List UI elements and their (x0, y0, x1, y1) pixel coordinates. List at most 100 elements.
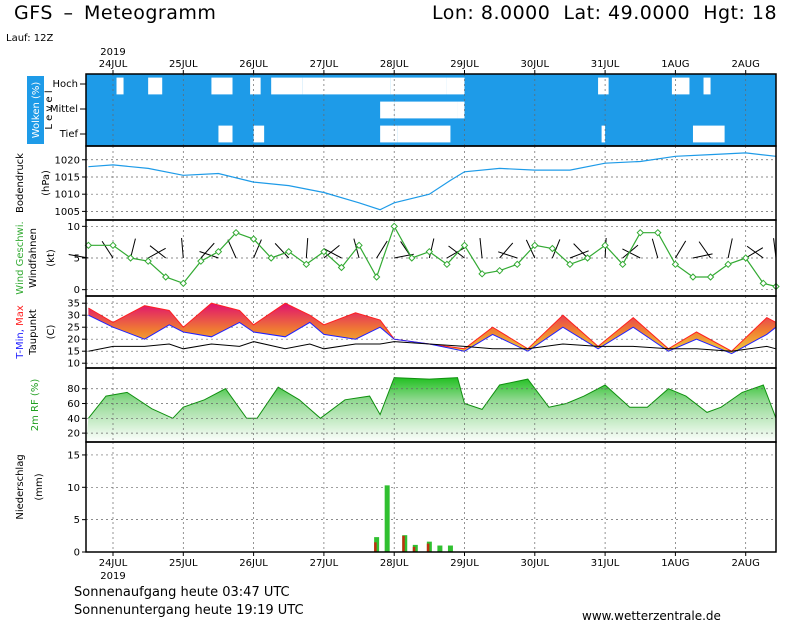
temp-ytick-label-0: 10 (67, 359, 80, 370)
wind-barb-27 (569, 250, 589, 259)
rh-ylabel: 2m RF (%) (30, 379, 41, 432)
top-year-label: 2019 (100, 47, 125, 58)
cloud-gap-13 (457, 101, 465, 119)
wind-point-33 (671, 260, 680, 269)
tmin-line (88, 314, 777, 355)
wind-point-26 (548, 244, 557, 253)
source-credit: www.wetterzentrale.de (582, 609, 721, 623)
bottom-day-label-4: 28JUL (380, 558, 409, 569)
bottom-day-label-8: 1AUG (661, 558, 689, 569)
rh-ylabel-part-0: 2m RF (%) (30, 379, 41, 432)
top-day-label-9: 2AUG (732, 59, 760, 70)
wind-barb-26 (551, 239, 561, 259)
temp-ytick-label-1: 15 (67, 347, 80, 358)
cloud-ylabel-part-0: Wolken (%) (31, 82, 42, 139)
temp-ylabel: T-Min, Max (15, 305, 26, 360)
wind-barb-37 (745, 247, 764, 259)
temp-ylabel-part-0: T-Min, (15, 329, 26, 360)
precip-bar-red-0 (374, 542, 377, 552)
precip-ytick-label-1: 5 (74, 515, 80, 526)
wind-point-25 (531, 241, 539, 250)
pressure-ytick-label-2: 1015 (55, 172, 80, 183)
wind-point-35 (706, 273, 715, 281)
rh-ytick-label-1: 40 (67, 414, 80, 425)
wind-barb-23 (499, 242, 514, 259)
wind-point-23 (495, 266, 504, 275)
cloud-gap-9 (671, 77, 690, 95)
wind-barb-20 (446, 247, 465, 259)
wind-barb-36 (727, 238, 733, 259)
wind-barb-19 (428, 238, 435, 259)
cloud-gap-1 (148, 77, 163, 95)
precip-bar-red-4 (426, 543, 430, 552)
wind-point-4 (162, 273, 170, 281)
cloud-gap-17 (397, 125, 451, 143)
dewpoint-line (88, 341, 777, 352)
cloud-gap-19 (692, 125, 725, 143)
wind-point-6 (197, 257, 205, 265)
pressure-ytick-label-0: 1005 (55, 207, 80, 218)
top-day-label-2: 26JUL (239, 59, 268, 70)
wind-point-38 (759, 279, 767, 288)
precip-bar-1 (384, 485, 390, 552)
top-day-label-6: 30JUL (521, 59, 550, 70)
wind-point-3 (144, 257, 152, 265)
wind-ylabel2-part-0: Windfahnen (28, 228, 39, 288)
temp-ylabel-part-2: Max (15, 305, 26, 326)
wind-unit: (kt) (46, 249, 57, 267)
cloud-gap-15 (253, 125, 265, 143)
cloud-level-label-1: Mittel (50, 104, 78, 115)
cloud-gap-18 (601, 125, 606, 143)
product-name: Meteogramm (83, 2, 217, 24)
temp-ylabel2: Taupunkt (28, 309, 39, 356)
pressure-ytick-label-3: 1020 (55, 155, 80, 166)
cloud-label-bg (27, 76, 44, 144)
rh-area (86, 377, 776, 442)
bottom-day-label-3: 27JUL (310, 558, 339, 569)
temp-ytick-label-3: 25 (67, 323, 80, 334)
wind-unit-part-0: (kt) (46, 249, 57, 267)
wind-barb-16 (376, 240, 388, 259)
rh-line (88, 377, 777, 419)
cloud-level-label-2: Tief (59, 129, 79, 140)
cloud-gap-6 (390, 77, 447, 95)
wind-point-30 (618, 260, 627, 269)
wind-barb-11 (274, 243, 290, 259)
temp-unit: (C) (46, 325, 57, 340)
wind-ytick-label-1: 5 (74, 254, 80, 265)
pressure-unit: (hPa) (41, 170, 52, 196)
temp-ylabel2-part-0: Taupunkt (28, 309, 39, 356)
wind-barb-31 (622, 248, 641, 259)
cloud-gap-0 (116, 77, 124, 95)
wind-barb-28 (573, 243, 588, 259)
wind-point-21 (460, 241, 469, 250)
wind-barb-2 (130, 238, 136, 259)
cloud-gap-14 (218, 125, 233, 143)
wind-point-20 (443, 260, 451, 269)
wind-point-13 (320, 247, 328, 256)
bottom-year-label: 2019 (100, 571, 125, 582)
cloud-gap-16 (380, 125, 398, 143)
bottom-day-label-6: 30JUL (521, 558, 550, 569)
wind-barb-7 (199, 251, 219, 259)
wind-point-34 (689, 273, 697, 281)
wind-ytick-label-2: 10 (67, 222, 80, 233)
cloud-gap-5 (302, 77, 391, 95)
precip-frame (85, 441, 777, 553)
bottom-day-label-7: 31JUL (591, 558, 620, 569)
top-day-label-5: 29JUL (450, 59, 479, 70)
rh-ytick-label-2: 60 (67, 399, 80, 410)
wind-point-32 (654, 228, 662, 237)
wind-ylabel-part-0: Wind Geschwi. (15, 221, 26, 294)
cloud-level-label-0: Hoch (53, 79, 78, 90)
wind-point-31 (636, 228, 644, 237)
bottom-day-label-1: 25JUL (169, 558, 198, 569)
precip-ylabel: Niederschlag (15, 454, 26, 519)
cloud-gap-4 (271, 77, 303, 95)
wind-barb-34 (692, 253, 713, 259)
wind-point-8 (232, 228, 240, 237)
wind-point-14 (337, 263, 346, 272)
wind-barb-1 (101, 240, 114, 259)
wind-barb-33 (674, 240, 687, 259)
